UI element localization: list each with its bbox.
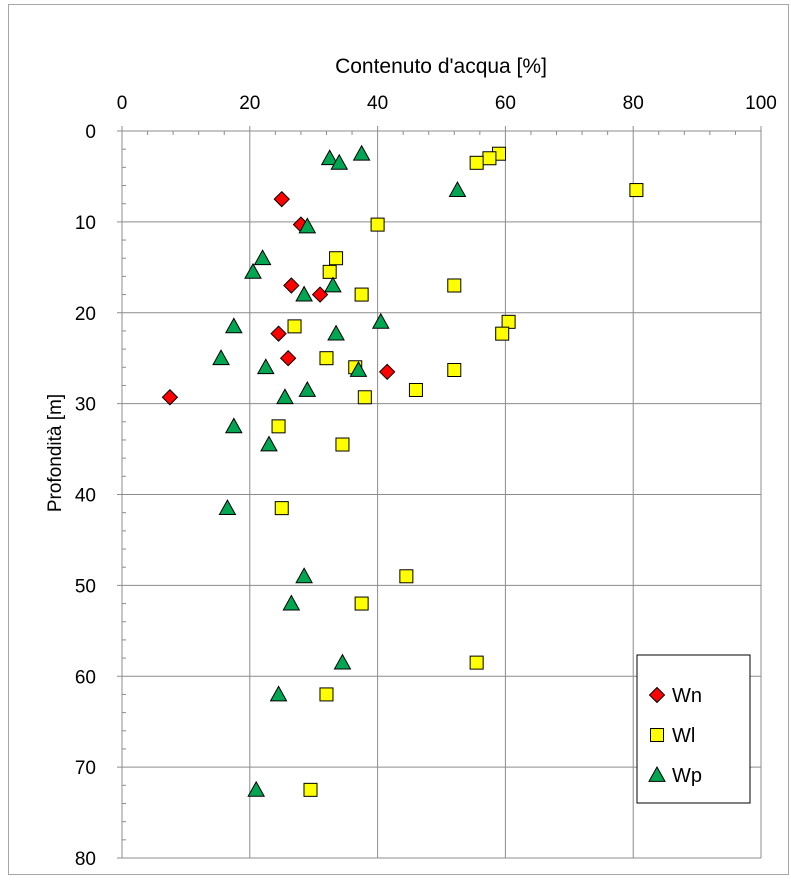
y-tick-label: 70 (75, 758, 96, 779)
point-wl (335, 437, 350, 452)
point-wp (260, 435, 278, 452)
point-wl (303, 782, 318, 797)
point-wp (349, 360, 368, 377)
point-wp (371, 312, 390, 329)
point-wn (161, 389, 179, 406)
axes: 0 10 20 30 40 50 60 70 80 0 20 40 60 80 100 (75, 93, 777, 870)
point-wl (370, 217, 385, 232)
point-wl (469, 155, 484, 170)
point-wl (357, 390, 372, 405)
point-wp (448, 181, 467, 197)
y-tick-label: 30 (75, 395, 96, 416)
point-wn (270, 325, 287, 342)
point-wp (298, 217, 317, 234)
point-wl (354, 596, 369, 611)
point-wp (244, 262, 262, 279)
point-wn (283, 277, 300, 294)
point-wl (495, 326, 510, 341)
y-axis-title: Profondità [m] (45, 394, 66, 512)
point-wp (247, 780, 266, 797)
point-wn (273, 190, 290, 208)
legend: Wn Wl Wp (636, 654, 751, 804)
point-wl (319, 687, 334, 702)
point-wp (295, 285, 313, 302)
point-wp (218, 499, 237, 516)
point-wl (399, 569, 414, 584)
point-wp (327, 324, 345, 341)
chart-area: 0 10 20 30 40 50 60 70 80 0 20 40 60 80 100 Contenuto … (8, 4, 789, 875)
x-tick-label: 80 (623, 93, 644, 114)
point-wl (629, 183, 644, 198)
point-wl (408, 382, 423, 397)
point-wn (378, 363, 396, 381)
legend-label-wl: Wl (672, 725, 695, 747)
x-tick-label: 100 (745, 93, 777, 114)
point-wl (287, 319, 302, 334)
y-tick-label: 60 (75, 667, 96, 688)
point-wl (447, 363, 462, 378)
point-wl (271, 419, 286, 434)
y-tick-label: 80 (75, 849, 96, 870)
point-wl (469, 655, 484, 670)
point-wl (319, 351, 334, 366)
x-tick-label: 60 (495, 93, 516, 114)
scatter-chart: 0 10 20 30 40 50 60 70 80 0 20 40 60 80 100 Contenuto … (45, 55, 777, 870)
point-wp (212, 349, 230, 366)
point-wp (333, 653, 352, 670)
point-wp (282, 594, 301, 611)
point-wl (501, 314, 516, 329)
y-tick-label: 0 (85, 122, 96, 143)
point-wl (329, 251, 344, 266)
point-wp (298, 380, 317, 397)
point-wp (295, 567, 313, 584)
point-wl (322, 264, 337, 279)
point-wn (279, 349, 297, 367)
point-wp (256, 358, 275, 375)
x-tick-label: 0 (117, 93, 128, 114)
point-wl (354, 287, 369, 302)
point-wp (330, 153, 349, 170)
x-axis-title: Contenuto d'acqua [%] (335, 55, 547, 78)
y-tick-label: 40 (75, 486, 96, 507)
point-wp (224, 417, 243, 434)
point-wp (224, 317, 243, 334)
data-points (161, 144, 644, 797)
point-wp (253, 249, 272, 266)
legend-marker-wl (650, 728, 664, 742)
point-wp (269, 685, 288, 702)
legend-label-wp: Wp (672, 765, 702, 787)
point-wp (276, 388, 294, 405)
legend-marker-wn (648, 686, 666, 704)
point-wn (311, 286, 329, 303)
point-wp (352, 144, 371, 161)
point-wl (482, 151, 497, 166)
x-tick-label: 40 (367, 93, 388, 114)
legend-marker-wp (648, 765, 666, 782)
grid (122, 131, 762, 859)
legend-label-wn: Wn (672, 685, 702, 707)
point-wp (324, 276, 342, 293)
y-tick-label: 10 (75, 213, 96, 234)
x-tick-label: 20 (239, 93, 260, 114)
y-tick-label: 20 (75, 304, 96, 325)
y-tick-label: 50 (75, 576, 96, 597)
point-wp (320, 149, 339, 166)
point-wl (274, 501, 289, 516)
point-wl (447, 278, 462, 293)
